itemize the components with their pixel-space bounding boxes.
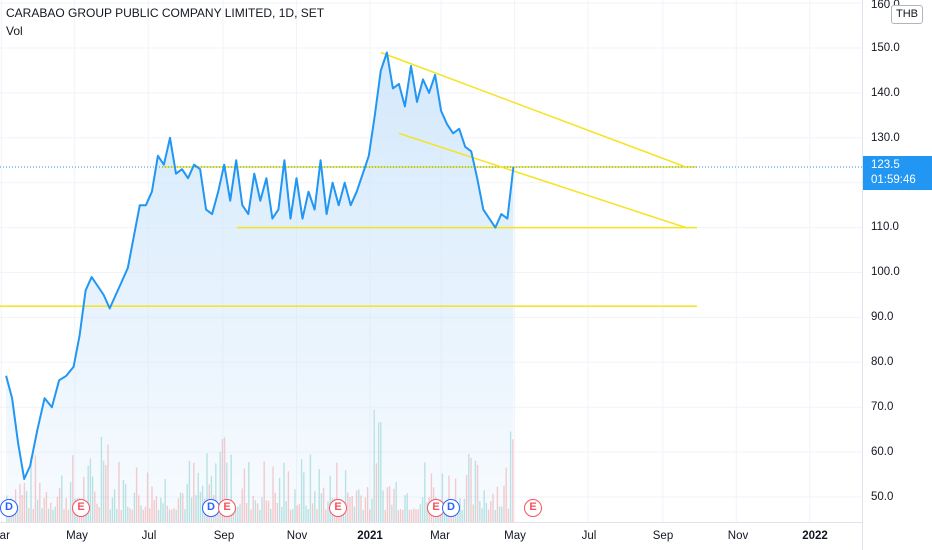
time-axis[interactable]: Mar May Jul Sep Nov 2021 Mar May Jul Sep… — [0, 522, 862, 550]
time-tick-label: Sep — [213, 530, 235, 542]
time-tick-label: Jul — [141, 530, 157, 542]
time-tick-label: Jul — [581, 530, 597, 542]
price-tick-label: 80.0 — [871, 356, 894, 368]
time-tick-label: May — [66, 530, 88, 542]
price-axis[interactable]: 160.0 THB 150.0 140.0 130.0 110.0 100.0 … — [862, 0, 932, 550]
price-tick-label: 150.0 — [871, 42, 900, 54]
time-tick-label: Nov — [286, 530, 308, 542]
price-tick-label: 160.0 — [871, 0, 900, 11]
time-tick-label: Mar — [430, 530, 450, 542]
time-tick-label: 2022 — [802, 530, 828, 542]
price-tick-label: 100.0 — [871, 266, 900, 278]
price-tick-label: 140.0 — [871, 87, 900, 99]
trendline — [398, 132, 686, 229]
price-tick-label: 50.0 — [871, 491, 894, 503]
price-tick-label: 130.0 — [871, 132, 900, 144]
current-price-tag: 123.5 01:59:46 — [863, 156, 932, 190]
chart-area[interactable]: CARABAO GROUP PUBLIC COMPANY LIMITED, 1D… — [0, 0, 862, 522]
time-tick-label: Nov — [727, 530, 749, 542]
legend-title[interactable]: CARABAO GROUP PUBLIC COMPANY LIMITED, 1D… — [6, 6, 325, 20]
earnings-marker[interactable]: E — [524, 499, 542, 517]
dividend-marker[interactable]: D — [0, 499, 18, 517]
dividend-marker[interactable]: D — [442, 499, 460, 517]
bar-countdown: 01:59:46 — [871, 174, 916, 186]
price-chart[interactable] — [0, 0, 862, 522]
earnings-marker[interactable]: E — [329, 499, 347, 517]
price-tick-label: 110.0 — [871, 221, 899, 233]
time-tick-label: May — [504, 530, 526, 542]
currency-badge[interactable]: THB — [891, 5, 923, 24]
price-area — [6, 52, 514, 522]
time-tick-label: 2021 — [357, 530, 383, 542]
time-tick-label: Sep — [652, 530, 674, 542]
price-tick-label: 60.0 — [871, 446, 894, 458]
price-line — [5, 51, 515, 480]
time-tick-label: Mar — [0, 530, 10, 542]
price-tick-label: 90.0 — [871, 311, 894, 323]
price-tick-label: 70.0 — [871, 401, 894, 413]
legend-volume[interactable]: Vol — [6, 24, 23, 38]
earnings-marker[interactable]: E — [72, 499, 90, 517]
current-price: 123.5 — [871, 159, 900, 171]
trendline — [380, 51, 686, 168]
earnings-marker[interactable]: E — [218, 499, 236, 517]
